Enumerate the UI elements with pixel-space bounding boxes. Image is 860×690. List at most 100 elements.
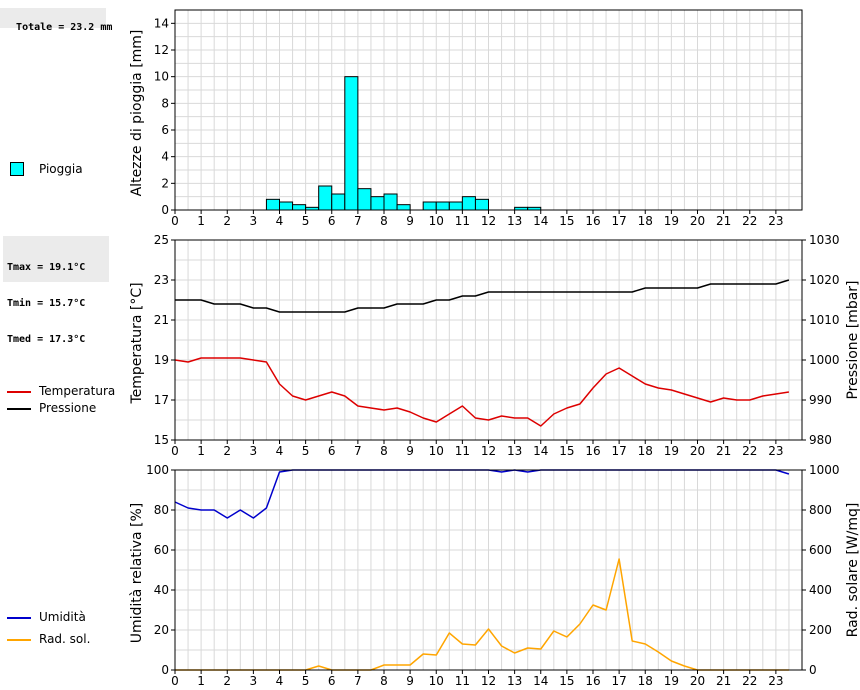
x-tick-label: 2: [223, 214, 231, 228]
y-tick-label: 40: [154, 583, 169, 597]
rain-bar: [461, 196, 476, 211]
y2-tick-label: 1000: [809, 463, 840, 477]
y2-tick-label: 990: [809, 393, 832, 407]
rain-bar: [265, 198, 280, 211]
x-tick-label: 2: [223, 444, 231, 458]
y2-tick-label: 0: [809, 663, 817, 677]
y-tick-label: 10: [154, 70, 169, 84]
x-tick-label: 16: [585, 214, 600, 228]
temperature-legend-swatch: [7, 391, 31, 393]
y-tick-label: 60: [154, 543, 169, 557]
x-tick-label: 4: [276, 214, 284, 228]
x-tick-label: 18: [638, 444, 653, 458]
x-tick-label: 15: [559, 674, 574, 688]
x-tick-label: 7: [354, 444, 362, 458]
rain-bar: [474, 198, 489, 211]
y2-tick-label: 980: [809, 433, 832, 447]
x-tick-label: 22: [742, 214, 757, 228]
tmin-label: Tmin = 15.7°C: [7, 298, 86, 309]
y-tick-label: 0: [161, 203, 169, 217]
x-tick-label: 10: [429, 674, 444, 688]
rain-bar: [318, 185, 333, 211]
x-tick-label: 10: [429, 444, 444, 458]
x-tick-label: 14: [533, 214, 548, 228]
y-tick-label: 25: [154, 233, 169, 247]
x-tick-label: 19: [664, 444, 679, 458]
rain-legend-label: Pioggia: [39, 162, 83, 176]
temperature-legend-label: Temperatura: [39, 384, 116, 398]
rain-bar: [435, 201, 450, 211]
rain-bar: [448, 201, 463, 211]
temperature-line: [174, 357, 790, 427]
y2-tick-label: 1020: [809, 273, 840, 287]
y2-axis-title: Rad. solare [W/mq]: [845, 503, 860, 638]
y-axis-title: Umidità relativa [%]: [129, 503, 145, 644]
x-tick-label: 4: [276, 674, 284, 688]
x-tick-label: 11: [455, 674, 470, 688]
y-tick-label: 14: [154, 16, 169, 30]
y-tick-label: 23: [154, 273, 169, 287]
x-tick-label: 13: [507, 214, 522, 228]
x-tick-label: 10: [429, 214, 444, 228]
x-tick-label: 19: [664, 214, 679, 228]
y2-axis-title: Pressione [mbar]: [845, 280, 860, 399]
x-tick-label: 6: [328, 674, 336, 688]
x-tick-label: 20: [690, 674, 705, 688]
x-tick-label: 1: [197, 674, 205, 688]
x-tick-label: 9: [406, 674, 414, 688]
x-tick-label: 14: [533, 444, 548, 458]
rain-total-label: Totale = 23.2 mm: [16, 22, 113, 33]
x-tick-label: 1: [197, 444, 205, 458]
y-tick-label: 15: [154, 433, 169, 447]
x-tick-label: 11: [455, 444, 470, 458]
y2-tick-label: 200: [809, 623, 832, 637]
x-tick-label: 3: [250, 674, 258, 688]
rain-bar: [292, 204, 307, 211]
pressure-legend-label: Pressione: [39, 401, 97, 415]
y-tick-label: 6: [161, 123, 169, 137]
x-tick-label: 18: [638, 674, 653, 688]
x-tick-label: 5: [302, 214, 310, 228]
y2-tick-label: 800: [809, 503, 832, 517]
radiation-line: [175, 558, 789, 671]
y-axis-title: Altezze di pioggia [mm]: [129, 30, 145, 197]
x-tick-label: 5: [302, 444, 310, 458]
x-tick-label: 22: [742, 444, 757, 458]
pressure-legend-swatch: [7, 408, 31, 410]
temperature-stats-box: Tmax = 19.1°C Tmin = 15.7°C Tmed = 17.3°…: [3, 236, 109, 345]
x-tick-label: 13: [507, 444, 522, 458]
x-tick-label: 20: [690, 214, 705, 228]
x-tick-label: 15: [559, 214, 574, 228]
x-tick-label: 3: [250, 214, 258, 228]
y2-tick-label: 400: [809, 583, 832, 597]
y-tick-label: 21: [154, 313, 169, 327]
x-tick-label: 7: [354, 674, 362, 688]
x-tick-label: 7: [354, 214, 362, 228]
x-tick-label: 22: [742, 674, 757, 688]
y-tick-label: 17: [154, 393, 169, 407]
rain-bar: [422, 201, 437, 211]
y-tick-label: 12: [154, 43, 169, 57]
x-tick-label: 11: [455, 214, 470, 228]
x-tick-label: 3: [250, 444, 258, 458]
y2-tick-label: 600: [809, 543, 832, 557]
humidity-legend-swatch: [7, 617, 31, 619]
x-tick-label: 9: [406, 214, 414, 228]
x-tick-label: 17: [611, 444, 626, 458]
x-tick-label: 13: [507, 674, 522, 688]
y2-tick-label: 1010: [809, 313, 840, 327]
rain-bar: [383, 193, 398, 211]
x-tick-label: 21: [716, 214, 731, 228]
y-axis-title: Temperatura [°C]: [129, 282, 145, 404]
y-tick-label: 0: [161, 663, 169, 677]
radiation-legend-label: Rad. sol.: [39, 632, 91, 646]
x-tick-label: 17: [611, 674, 626, 688]
x-tick-label: 12: [481, 444, 496, 458]
x-tick-label: 9: [406, 444, 414, 458]
y2-tick-label: 1000: [809, 353, 840, 367]
x-tick-label: 14: [533, 674, 548, 688]
pressure-line: [175, 279, 790, 313]
rain-bar: [344, 76, 359, 211]
y-tick-label: 80: [154, 503, 169, 517]
